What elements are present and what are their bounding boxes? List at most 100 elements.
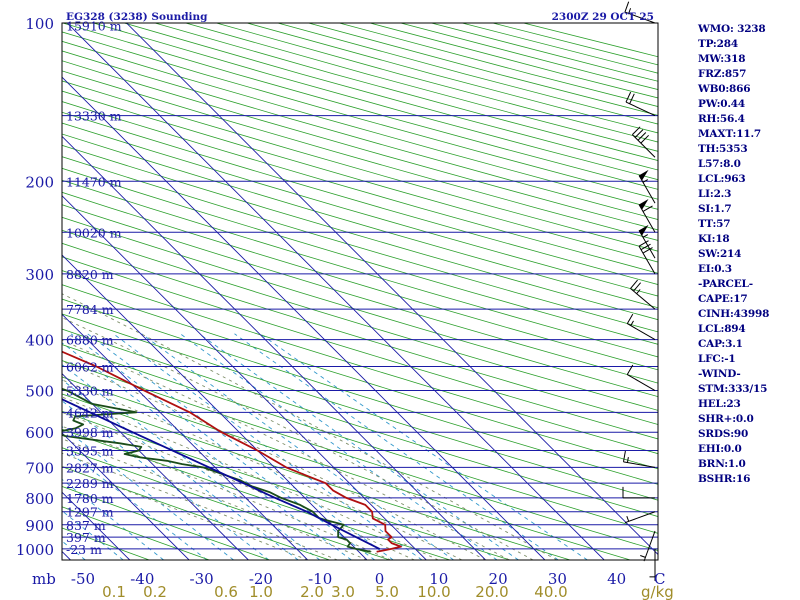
mixing-ratio-line (62, 379, 299, 560)
barb-staff (638, 175, 656, 204)
temperature-tick-label: -50 (71, 570, 95, 588)
index-item: RH:56.4 (698, 113, 745, 125)
dry-adiabat (62, 60, 658, 231)
barb-flag (629, 93, 635, 104)
dry-adiabat (62, 298, 658, 485)
dry-adiabat (62, 179, 658, 358)
wind-barb (638, 240, 656, 275)
barb-pennant (639, 199, 649, 210)
wind-barb (638, 199, 656, 233)
height-label: 8820 m (66, 267, 114, 282)
dry-adiabat (62, 133, 658, 309)
index-item: -WIND- (698, 368, 741, 380)
barb-staff (623, 461, 656, 468)
barb-flag (624, 1, 630, 13)
index-item: BSHR:16 (698, 473, 751, 485)
mixing-ratio-line (62, 426, 234, 560)
index-item: EHI:0.0 (698, 443, 742, 455)
dry-adiabat (62, 242, 658, 425)
dry-adiabat (62, 229, 658, 411)
pressure-tick-label: 400 (25, 332, 54, 350)
barb-flag (640, 134, 649, 144)
height-label: 7784 m (66, 302, 114, 317)
wind-barb (625, 91, 656, 117)
dry-adiabat (62, 344, 658, 534)
height-label: 5330 m (66, 384, 114, 399)
dry-adiabat (62, 284, 658, 470)
barb-flag (626, 313, 634, 324)
height-label: 1780 m (66, 491, 114, 506)
barb-staff (632, 134, 656, 158)
mixing-ratio-line (70, 333, 375, 560)
isotherm (62, 550, 71, 560)
barb-staff (627, 323, 656, 341)
pressure-tick-label: 900 (25, 517, 54, 535)
index-item: LI:2.3 (698, 188, 732, 200)
barb-flag (622, 450, 626, 462)
index-item: SRDS:90 (698, 428, 749, 440)
height-label: -23 m (66, 542, 102, 557)
dewpoint-trace (62, 387, 371, 553)
dry-adiabat (62, 393, 571, 560)
isotherm (62, 76, 546, 560)
mixing-ratio-line (87, 333, 394, 560)
wind-barb (630, 279, 656, 310)
dry-adiabat (62, 270, 658, 455)
wind-barb (626, 364, 656, 391)
index-item: -PARCEL- (698, 278, 753, 290)
height-label: 1297 m (66, 505, 114, 520)
dry-adiabat (62, 144, 658, 321)
index-item: BRN:1.0 (698, 458, 746, 470)
isotherm (62, 135, 486, 560)
axis-labels: EG328 (3238) Sounding 2300Z 29 OCT 25 mb… (16, 11, 674, 600)
moist-adiabat (62, 465, 308, 560)
mixing-ratio-line (62, 400, 270, 560)
barb-flag (626, 364, 634, 375)
height-label: 2289 m (66, 476, 114, 491)
wind-barb (624, 1, 656, 24)
temperature-trace (62, 350, 402, 553)
mixing-ratio-tick-label: 0.1 (102, 583, 126, 600)
dry-adiabat (62, 101, 658, 274)
isotherm (62, 432, 190, 560)
index-item: SI:1.7 (698, 203, 732, 215)
barb-flag (640, 243, 651, 251)
dry-adiabat (62, 410, 511, 560)
moist-adiabat (62, 438, 368, 560)
dry-adiabat (62, 111, 658, 285)
height-label: 3998 m (66, 425, 114, 440)
chart-title: EG328 (3238) Sounding (66, 11, 208, 23)
index-item: HEL:23 (698, 398, 741, 410)
barb-flag (632, 126, 641, 135)
dry-adiabat (62, 485, 270, 560)
temperature-tick-label: 20 (489, 570, 508, 588)
wind-barb (622, 486, 655, 499)
mixing-ratio-line (62, 510, 124, 560)
index-item: PW:0.44 (698, 98, 746, 110)
temperature-tick-label: -20 (249, 570, 273, 588)
wind-barb (638, 224, 656, 259)
barb-staff (624, 511, 656, 524)
mixing-ratio-tick-label: 10.0 (417, 583, 450, 600)
index-item: WMO: 3238 (698, 23, 766, 35)
height-label: 11470 m (66, 174, 122, 189)
height-label: 4642 m (66, 405, 114, 420)
barb-half-flag (636, 289, 641, 294)
moist-adiabat (62, 360, 486, 560)
barb-staff (638, 245, 656, 275)
pressure-tick-label: 200 (25, 173, 54, 191)
pressure-tick-label: 600 (25, 424, 54, 442)
barb-staff (638, 204, 656, 233)
wind-barb (649, 548, 656, 581)
index-item: EI:0.3 (698, 263, 732, 275)
index-item: LCL:894 (698, 323, 746, 335)
temperature-tick-label: -40 (130, 570, 154, 588)
index-item: SHR+:0.0 (698, 413, 754, 425)
height-label: 13330 m (66, 109, 122, 124)
isotherm (62, 372, 249, 560)
height-label: 837 m (66, 518, 106, 533)
diagram-background (62, 23, 658, 560)
height-label: 6880 m (66, 333, 114, 348)
dry-adiabat (62, 256, 658, 440)
index-item: TP:284 (698, 38, 738, 50)
